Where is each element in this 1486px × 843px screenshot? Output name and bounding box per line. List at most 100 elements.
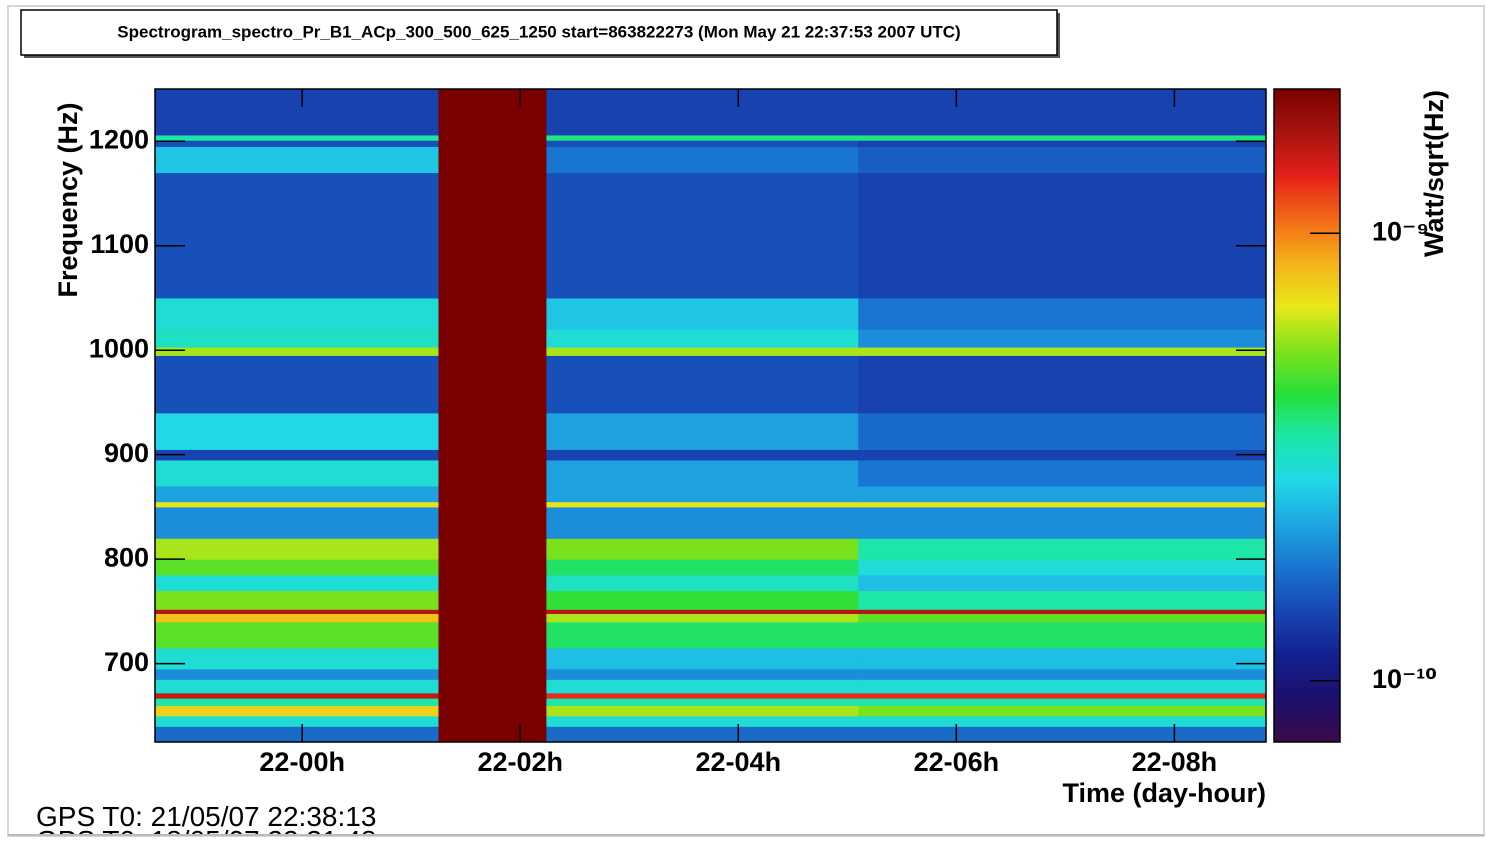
heatmap-cell [546, 459, 859, 487]
heatmap-cell [546, 613, 859, 623]
heatmap-cell [546, 698, 859, 706]
heatmap-cell [155, 449, 439, 461]
heatmap-cell [155, 613, 439, 623]
x-tick-label: 22-00h [259, 747, 345, 777]
heatmap-cell [858, 297, 1267, 330]
plot-frame [154, 88, 1267, 743]
heatmap-cell [546, 172, 859, 299]
heatmap-cell [546, 89, 859, 136]
footer-overlap: GPS T0: 18/05/07 22:31:48 [36, 825, 376, 843]
heatmap-cell [438, 297, 547, 330]
y-tick-label: 800 [104, 542, 149, 572]
heatmap-cell [155, 347, 439, 356]
heatmap-cell [438, 459, 547, 487]
heatmap-cell [858, 140, 1267, 147]
heatmap-cell [858, 574, 1267, 592]
heatmap-cell [858, 692, 1267, 699]
heatmap-cell [858, 698, 1267, 706]
heatmap-cell [858, 668, 1267, 680]
heatmap-cell [546, 621, 859, 649]
heatmap-cell [155, 172, 439, 299]
heatmap-cell [858, 172, 1267, 299]
heatmap-cell [546, 590, 859, 610]
y-tick-label: 1000 [89, 333, 149, 363]
heatmap-cell [438, 559, 547, 576]
heatmap-cell [438, 140, 547, 147]
heatmap-cell [155, 559, 439, 576]
heatmap-cell [438, 486, 547, 503]
heatmap-cell [155, 692, 439, 699]
z-tick-label: 10⁻¹⁰ [1372, 664, 1437, 694]
heatmap-cell [438, 506, 547, 539]
heatmap-cell [546, 559, 859, 576]
heatmap-cell [155, 590, 439, 610]
heatmap-cell [858, 538, 1267, 560]
heatmap-cell [155, 698, 439, 706]
heatmap-cell [155, 705, 439, 717]
heatmap-cell [546, 609, 859, 614]
colorbar [1273, 88, 1341, 743]
heatmap-cell [858, 559, 1267, 576]
heatmap-cell [858, 412, 1267, 450]
heatmap-cell [438, 715, 547, 727]
heatmap-cell [858, 449, 1267, 461]
x-tick-label: 22-02h [477, 747, 563, 777]
heatmap-cell [438, 347, 547, 356]
heatmap-cell [546, 347, 859, 356]
heatmap-cell [155, 609, 439, 614]
heatmap-cell [155, 726, 439, 743]
y-axis-label: Frequency (Hz) [53, 102, 83, 297]
heatmap-cell [155, 297, 439, 330]
heatmap-cell [438, 538, 547, 560]
y-tick-label: 900 [104, 438, 149, 468]
heatmap-cell [155, 355, 439, 414]
heatmap-cell [546, 538, 859, 560]
heatmap-cell [546, 449, 859, 461]
heatmap-cell [858, 590, 1267, 610]
heatmap-cell [438, 726, 547, 743]
heatmap-cell [546, 297, 859, 330]
heatmap-cell [155, 146, 439, 174]
heatmap-cell [858, 726, 1267, 743]
heatmap-cell [155, 486, 439, 503]
heatmap-cell [438, 609, 547, 614]
heatmap-cell [858, 679, 1267, 694]
heatmap-cell [546, 679, 859, 694]
heatmap-cell [858, 613, 1267, 623]
heatmap-cell [858, 486, 1267, 503]
y-tick-label: 1100 [90, 229, 149, 259]
heatmap-cell [858, 89, 1267, 136]
heatmap-cell [858, 355, 1267, 414]
heatmap-cell [546, 692, 859, 699]
heatmap-cell [438, 647, 547, 670]
heatmap-cell [546, 412, 859, 450]
chart-title: Spectrogram_spectro_Pr_B1_ACp_300_500_62… [117, 22, 960, 41]
heatmap-cell [858, 647, 1267, 670]
heatmap-cell [438, 574, 547, 592]
heatmap-cell [155, 621, 439, 649]
y-tick-label: 700 [104, 647, 149, 677]
heatmap-cell [438, 146, 547, 174]
heatmap-cell [858, 459, 1267, 487]
heatmap-cell [858, 329, 1267, 348]
heatmap-cell [438, 449, 547, 461]
x-tick-label: 22-08h [1132, 747, 1218, 777]
heatmap-cell [155, 412, 439, 450]
heatmap-cell [438, 134, 547, 141]
x-axis-label: Time (day-hour) [1062, 778, 1266, 808]
heatmap-cell [858, 134, 1267, 141]
heatmap-cell [858, 705, 1267, 717]
heatmap-cell [155, 679, 439, 694]
y-tick-label: 1200 [89, 124, 149, 154]
colorbar-label: Watt/sqrt(Hz) [1419, 90, 1449, 257]
heatmap-cell [438, 613, 547, 623]
heatmap-cell [858, 501, 1267, 508]
heatmap-cell [438, 355, 547, 414]
heatmap-cell [546, 146, 859, 174]
footer: GPS T0: 21/05/07 22:38:13 [36, 801, 376, 832]
heatmap-cell [858, 621, 1267, 649]
heatmap-cell [155, 538, 439, 560]
heatmap-cell [546, 355, 859, 414]
heatmap-cell [438, 172, 547, 299]
